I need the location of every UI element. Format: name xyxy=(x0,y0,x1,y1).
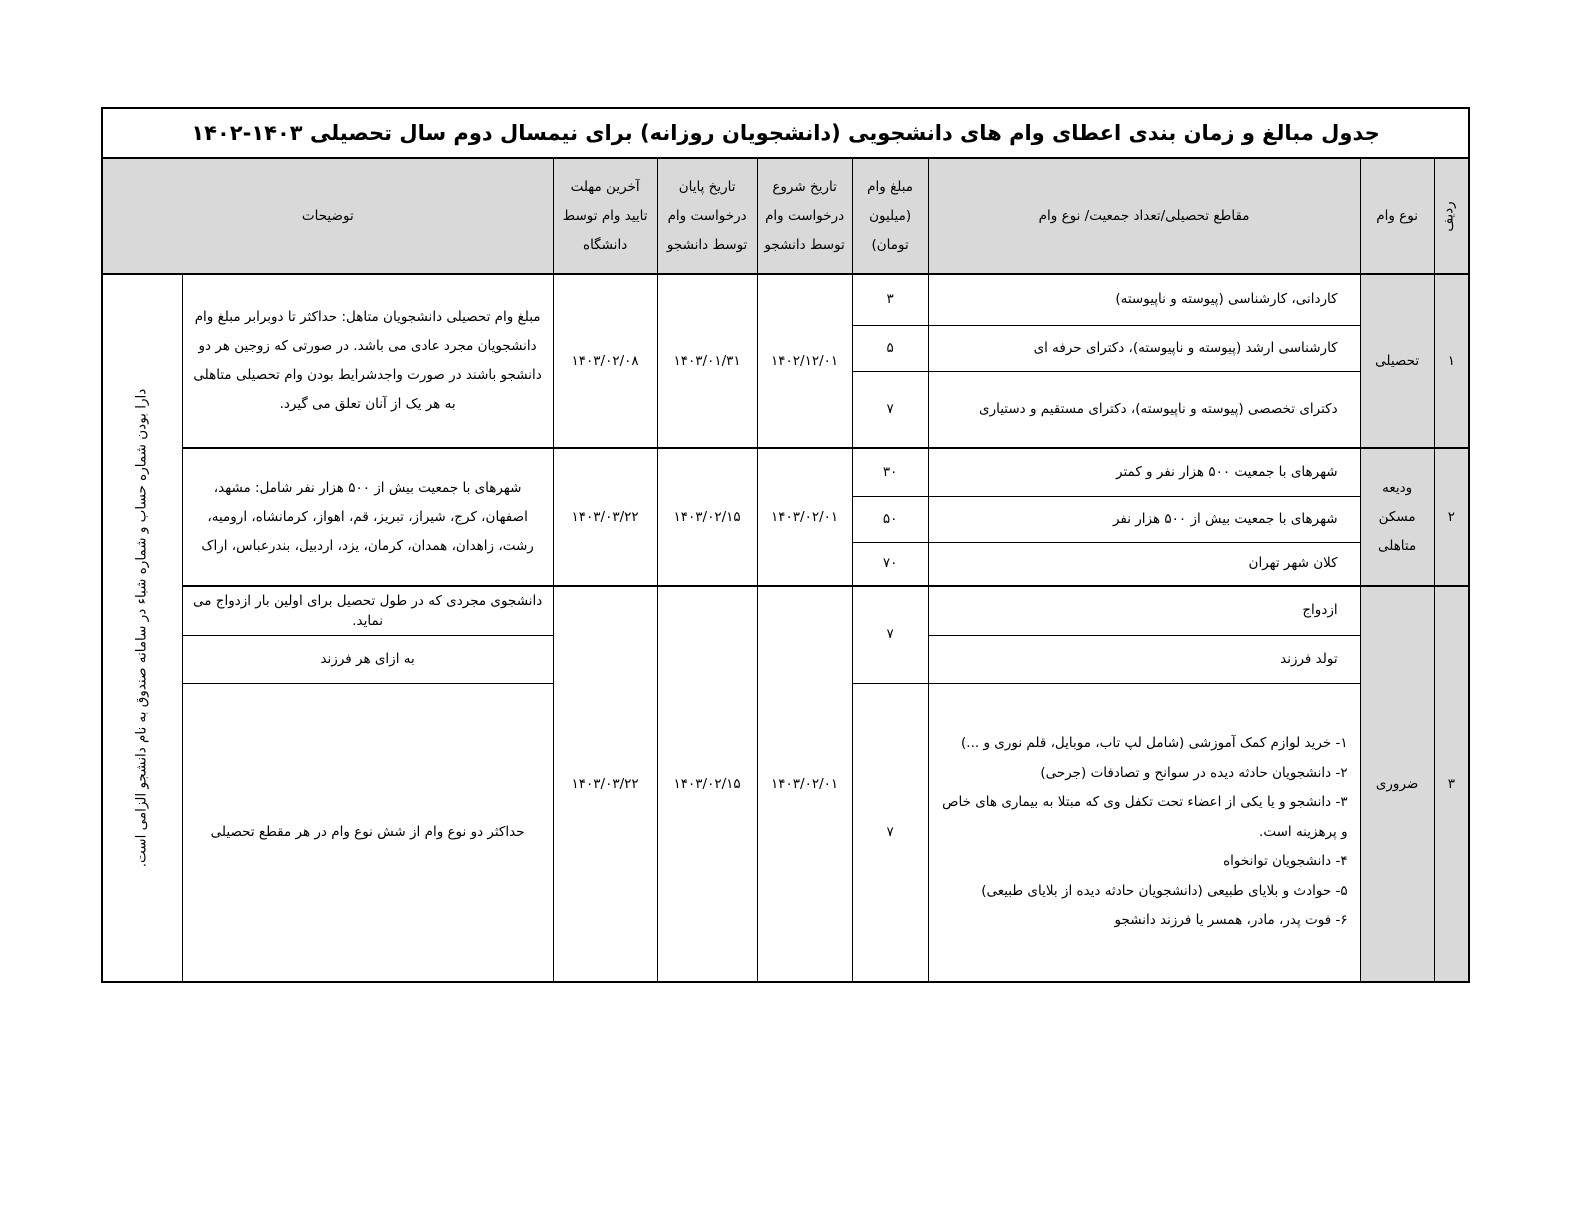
list-item: ۱- خرید لوازم کمک آموزشی (شامل لپ تاب، م… xyxy=(961,735,1348,751)
amount-cell: ۵۰ xyxy=(851,495,929,543)
section-cell: دکترای تخصصی (پیوسته و ناپیوسته)، دکترای… xyxy=(927,370,1361,449)
header-loan-type: نوع وام xyxy=(1359,157,1435,275)
header-end: تاریخ پایان درخواست وام توسط دانشجو xyxy=(656,157,758,275)
start-date: ۱۴۰۲/۱۲/۰۱ xyxy=(756,273,853,449)
section-cell: کلان شهر تهران xyxy=(927,541,1361,587)
list-item: ۳- دانشجو و یا یکی از اعضاء تحت تکفل وی … xyxy=(942,794,1348,840)
section-cell: شهرهای با جمعیت ۵۰۰ هزار نفر و کمتر xyxy=(927,447,1361,497)
row-number: ۳ xyxy=(1433,585,1471,983)
amount-cell: ۷ xyxy=(851,585,929,684)
amount-cell: ۷ xyxy=(851,682,929,983)
table-row: ۲ ودیعه مسکن متاهلی شهرهای با جمعیت ۵۰۰ … xyxy=(102,447,1471,587)
description-cell: دانشجوی مجردی که در طول تحصیل برای اولین… xyxy=(181,585,554,636)
table-row: ۱ تحصیلی کاردانی، کارشناسی (پیوسته و ناپ… xyxy=(100,273,1471,983)
header-description: توضیحات xyxy=(100,157,554,275)
end-date: ۱۴۰۳/۰۱/۳۱ xyxy=(656,273,758,449)
description-cell: مبلغ وام تحصیلی دانشجویان متاهل: حداکثر … xyxy=(181,273,554,449)
section-cell: ازدواج xyxy=(927,585,1361,636)
table-row: تولد فرزند به ازای هر فرزند xyxy=(102,634,1469,684)
table-row: ۳ ضروری ازدواج ۷ ۱۴۰۳/۰۲/۰۱ ۱۴۰۳/۰۲/۱۵ ۱… xyxy=(102,585,1471,983)
end-date: ۱۴۰۳/۰۲/۱۵ xyxy=(656,447,758,587)
end-date: ۱۴۰۳/۰۲/۱۵ xyxy=(656,585,758,983)
table-row: شهرهای با جمعیت بیش از ۵۰۰ هزار نفر ۵۰ xyxy=(102,495,1469,543)
row-number: ۲ xyxy=(1433,447,1471,587)
section-cell: تولد فرزند xyxy=(927,634,1361,684)
section-cell: کاردانی، کارشناسی (پیوسته و ناپیوسته) xyxy=(927,273,1361,326)
deadline-date: ۱۴۰۳/۰۳/۲۲ xyxy=(552,585,658,983)
section-cell: کارشناسی ارشد (پیوسته و ناپیوسته)، دکترا… xyxy=(927,324,1361,372)
start-date: ۱۴۰۳/۰۲/۰۱ xyxy=(756,447,853,587)
loan-type: تحصیلی xyxy=(1359,273,1435,449)
side-note: دارا بودن شماره حساب و شماره شباء در سام… xyxy=(100,273,183,983)
description-cell: شهرهای با جمعیت بیش از ۵۰۰ هزار نفر شامل… xyxy=(181,447,554,587)
section-cell: شهرهای با جمعیت بیش از ۵۰۰ هزار نفر xyxy=(927,495,1361,543)
list-item: ۲- دانشجویان حادثه دیده در سوانح و تصادف… xyxy=(1040,764,1348,781)
loan-type: ودیعه مسکن متاهلی xyxy=(1359,447,1435,587)
list-item: ۵- حوادث و بلایای طبیعی (دانشجویان حادثه… xyxy=(981,882,1348,899)
start-date: ۱۴۰۳/۰۲/۰۱ xyxy=(756,585,853,983)
table-row: کلان شهر تهران ۷۰ xyxy=(102,541,1469,587)
amount-cell: ۳۰ xyxy=(851,447,929,497)
deadline-date: ۱۴۰۳/۰۲/۰۸ xyxy=(552,273,658,449)
amount-cell: ۵ xyxy=(851,324,929,372)
header-sections: مقاطع تحصیلی/تعداد جمعیت/ نوع وام xyxy=(927,157,1361,275)
table-row: کارشناسی ارشد (پیوسته و ناپیوسته)، دکترا… xyxy=(102,324,1469,372)
description-cell: حداکثر دو نوع وام از شش نوع وام در هر مق… xyxy=(181,682,554,983)
deadline-date: ۱۴۰۳/۰۳/۲۲ xyxy=(552,447,658,587)
list-item: ۶- فوت پدر، مادر، همسر یا فرزند دانشجو xyxy=(1114,912,1348,928)
section-list-cell: ۱- خرید لوازم کمک آموزشی (شامل لپ تاب، م… xyxy=(927,682,1361,983)
loan-type: ضروری xyxy=(1359,585,1435,983)
header-deadline: آخرین مهلت تایید وام توسط دانشگاه xyxy=(552,157,658,275)
amount-cell: ۷ xyxy=(851,370,929,449)
list-item: ۴- دانشجویان توانخواه xyxy=(1223,853,1348,869)
table-row: دکترای تخصصی (پیوسته و ناپیوسته)، دکترای… xyxy=(102,370,1469,449)
row-number: ۱ xyxy=(1433,273,1471,449)
header-row-no: ردیف xyxy=(1433,157,1471,275)
loan-table: جدول مبالغ و زمان بندی اعطای وام های دان… xyxy=(100,107,1471,983)
loan-schedule-document: جدول مبالغ و زمان بندی اعطای وام های دان… xyxy=(100,107,1471,983)
description-cell: به ازای هر فرزند xyxy=(181,634,554,684)
header-start: تاریخ شروع درخواست وام توسط دانشجو xyxy=(756,157,853,275)
header-amount: مبلغ وام (میلیون تومان) xyxy=(851,157,929,275)
table-row: ۱- خرید لوازم کمک آموزشی (شامل لپ تاب، م… xyxy=(102,682,1469,983)
amount-cell: ۷۰ xyxy=(851,541,929,587)
table-title: جدول مبالغ و زمان بندی اعطای وام های دان… xyxy=(100,107,1471,159)
header-row: ردیف نوع وام مقاطع تحصیلی/تعداد جمعیت/ ن… xyxy=(100,157,1471,275)
amount-cell: ۳ xyxy=(851,273,929,326)
